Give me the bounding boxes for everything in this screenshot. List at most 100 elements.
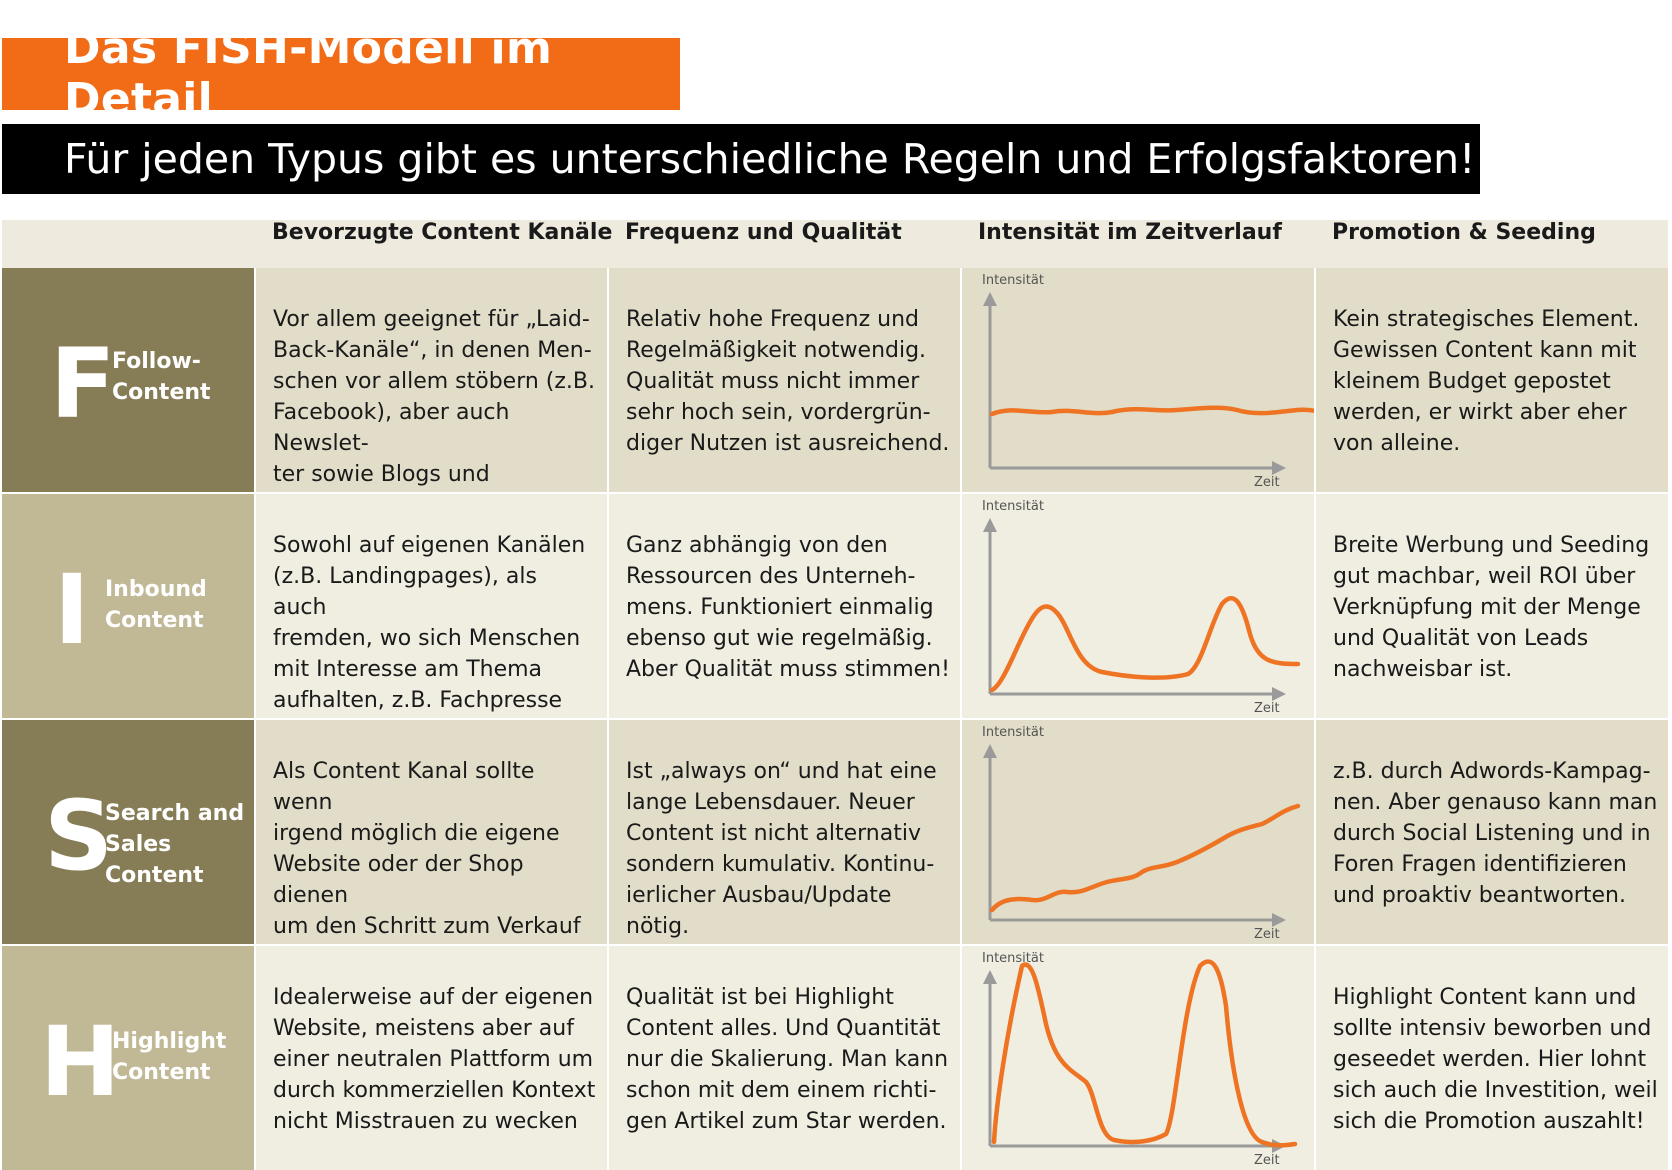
cell-text-line: sondern kumulativ. Kontinu- [626,852,935,877]
channels-cell: Vor allem geeignet für „Laid- Back-Kanäle… [256,268,607,518]
type-label: Highlight Content [112,1026,226,1088]
table-row: H Highlight Content Idealerweise auf der ei… [2,946,1668,1170]
cell-text-line: sich die Promotion auszahlt! [1333,1109,1645,1134]
page-title: Das FISH-Modell im Detail [2,23,680,125]
frequency-cell: Ganz abhängig von den Ressourcen des Unte… [609,494,960,718]
intensity-chart: Intensität Zeit [982,725,1301,942]
type-label-line: Content [105,608,204,633]
cell-text-line: durch kommerziellen Kontext [273,1078,596,1103]
cell-text-line: sich auch die Investition, weil [1333,1078,1658,1103]
y-axis-label: Intensität [982,725,1044,740]
intensity-chart-cell: Intensität Zeit [962,494,1314,718]
x-axis-arrow-icon [1272,687,1286,701]
cell-text-line: diger Nutzen ist ausreichend. [626,431,950,456]
table-header: Bevorzugte Content Kanäle Frequenz und Q… [2,220,1668,268]
column-header-promotion: Promotion & Seeding [1332,220,1596,245]
cell-text-line: lange Lebensdauer. Neuer [626,790,915,815]
cell-text-line: Back-Kanäle“, in denen Men- [273,338,592,363]
cell-text-line: und Qualität von Leads [1333,626,1589,651]
type-label-line: Content [112,1060,211,1085]
y-axis-label: Intensität [982,499,1044,514]
cell-text-line: Website oder der Shop dienen [273,852,524,908]
x-axis-arrow-icon [1272,913,1286,927]
type-label-line: Search and [105,801,245,826]
x-axis-label: Zeit [1254,927,1280,942]
cell-text-line: Highlight Content kann und [1333,985,1637,1010]
y-axis-label: Intensität [982,951,1044,966]
y-axis-label: Intensität [982,273,1044,288]
cell-text-line: werden, er wirkt aber eher [1333,400,1627,425]
table-row: S Search and Sales Content Als Content Kana… [2,720,1668,970]
cell-text-line: Foren Fragen identifizieren [1333,852,1627,877]
x-axis-label: Zeit [1254,1153,1280,1168]
promotion-cell: Highlight Content kann und sollte intensi… [1316,946,1668,1170]
table-row: I Inbound Content Sowohl auf eigenen Kanäle… [2,494,1668,718]
type-label: Follow- Content [112,346,211,408]
promotion-cell: z.B. durch Adwords-Kampag-nen. Aber gena… [1316,720,1668,944]
promotion-cell: Breite Werbung und Seeding gut machbar, w… [1316,494,1668,718]
cell-text-line: mens. Funktioniert einmalig [626,595,934,620]
type-label-line: Follow- [112,349,201,374]
column-header-channels: Bevorzugte Content Kanäle [272,220,613,245]
cell-text-line: Content ist nicht alternativ [626,821,921,846]
cell-text-line: ierlicher Ausbau/Update nötig. [626,883,892,939]
type-cell: F Follow- Content [2,268,254,492]
cell-text-line: Aber Qualität muss stimmen! [626,657,950,682]
cell-text-line: gen Artikel zum Star werden. [626,1109,947,1134]
cell-text-line: Als Content Kanal sollte wenn [273,759,535,815]
y-axis-arrow-icon [983,518,997,532]
cell-text-line: Vor allem geeignet für „Laid- [273,307,590,332]
cell-text-line: Ganz abhängig von den [626,533,888,558]
cell-text-line: nicht Misstrauen zu wecken [273,1109,578,1134]
cell-text-line: gut machbar, weil ROI über [1333,564,1636,589]
type-cell: H Highlight Content [2,946,254,1170]
x-axis-label: Zeit [1254,475,1280,490]
cell-text-line: aufhalten, z.B. Fachpresse [273,688,563,713]
intensity-curve [989,803,1301,913]
intensity-chart: Intensität Zeit [982,273,1314,490]
cell-text-line: nen. Aber genauso kann man [1333,790,1658,815]
cell-text-line: Qualität muss nicht immer [626,369,920,394]
column-header-frequency: Frequenz und Qualität [625,220,902,245]
intensity-curve [991,959,1298,1148]
cell-text-line: und proaktiv beantworten. [1333,883,1626,908]
promotion-cell: Kein strategisches Element. Gewissen Cont… [1316,268,1668,492]
cell-text-line: von alleine. [1333,431,1461,456]
type-label-line: Inbound [105,577,207,602]
cell-text-line: Sowohl auf eigenen Kanälen [273,533,586,558]
cell-text-line: schon mit dem einem richti- [626,1078,937,1103]
type-letter: S [44,780,114,892]
x-axis-arrow-icon [1272,461,1286,475]
type-letter: F [50,328,116,440]
channels-cell: Als Content Kanal sollte wenn irgend mögl… [256,720,607,970]
column-header-intensity: Intensität im Zeitverlauf [978,220,1282,245]
type-letter: H [40,1006,121,1118]
fish-model-table: Bevorzugte Content Kanäle Frequenz und Q… [2,220,1668,1170]
cell-text-line: durch Social Listening und in [1333,821,1651,846]
cell-text-line: nachweisbar ist. [1333,657,1513,682]
type-cell: I Inbound Content [2,494,254,718]
type-label: Inbound Content [105,574,207,636]
page-subtitle: Für jeden Typus gibt es unterschiedliche… [2,124,1480,194]
cell-text-line: Idealerweise auf der eigenen [273,985,594,1010]
cell-text-line: Gewissen Content kann mit [1333,338,1637,363]
cell-text-line: sollte intensiv beworben und [1333,1016,1652,1041]
frequency-cell: Relativ hohe Frequenz und Regelmäßigkeit … [609,268,960,492]
cell-text-line: Ist „always on“ und hat eine [626,759,937,784]
y-axis-arrow-icon [983,744,997,758]
type-cell: S Search and Sales Content [2,720,254,944]
intensity-curve [989,405,1314,417]
x-axis-label: Zeit [1254,701,1280,716]
type-label: Search and Sales Content [105,798,254,891]
type-label-line: Content [112,380,211,405]
cell-text-line: Kein strategisches Element. [1333,307,1640,332]
cell-text-line: irgend möglich die eigene [273,821,560,846]
cell-text-line: Website, meistens aber auf [273,1016,574,1041]
cell-text-line: Qualität ist bei Highlight [626,985,894,1010]
table-row: F Follow- Content Vor allem geeignet für „L… [2,268,1668,518]
channels-cell: Sowohl auf eigenen Kanälen (z.B. Landingp… [256,494,607,718]
type-label-line: Highlight [112,1029,227,1054]
cell-text-line: kleinem Budget gepostet [1333,369,1611,394]
cell-text-line: einer neutralen Plattform um [273,1047,594,1072]
type-letter: I [54,554,90,666]
